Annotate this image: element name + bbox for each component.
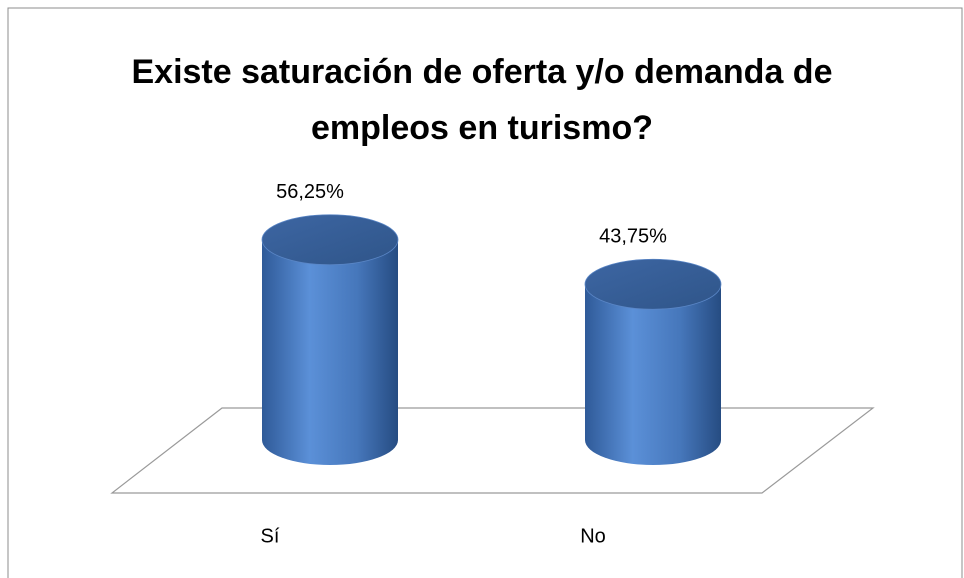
value-label: 43,75% <box>599 226 667 248</box>
chart-border <box>7 7 963 578</box>
cylinder-body <box>585 284 721 465</box>
cylinder-top <box>261 214 399 266</box>
x-tick-label: Sí <box>261 525 280 547</box>
cylinder-top <box>584 258 722 310</box>
chart-title: Existe saturación de oferta y/o demanda … <box>131 53 833 147</box>
value-label: 56,25% <box>276 181 344 203</box>
x-tick-label: No <box>580 525 606 547</box>
cylinder-body <box>262 239 398 465</box>
floor <box>110 407 875 494</box>
